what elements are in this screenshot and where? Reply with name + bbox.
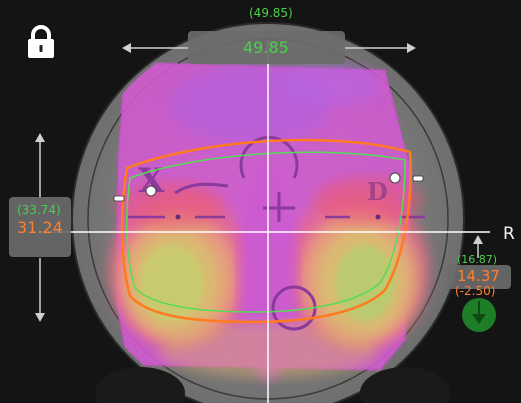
lock-button[interactable]: [24, 25, 58, 59]
right-value-main: 14.37: [457, 267, 500, 285]
left-ink-stroke: [174, 182, 229, 195]
width-dimension-arrows: [122, 43, 416, 53]
distance-reference-circle: [239, 135, 299, 179]
lock-icon: [28, 25, 54, 58]
right-value-small: (16.87): [457, 253, 498, 266]
frame-edge-handle-right[interactable]: [412, 175, 424, 182]
left-dimension-panel[interactable]: [9, 197, 71, 257]
frame-outline-green: [126, 151, 406, 313]
power-map: [108, 60, 430, 380]
top-value-main: 49.85: [243, 38, 289, 57]
lens-side-label: R: [503, 224, 515, 244]
pupil-marker-right[interactable]: [389, 172, 401, 184]
top-dimension-panel[interactable]: [188, 31, 345, 64]
alignment-dot-right: [375, 214, 381, 220]
right-height-dimension-arrows: [473, 235, 483, 258]
top-value-small: (49.85): [249, 6, 293, 20]
left-value-small: (33.74): [17, 203, 61, 217]
left-value-main: 31.24: [17, 218, 63, 237]
down-arrow-icon: [472, 301, 486, 324]
frame-outline-orange: [120, 138, 412, 324]
left-height-dimension-arrows: [35, 133, 45, 322]
right-dimension-panel[interactable]: [447, 265, 511, 289]
pupil-marker-left[interactable]: [145, 185, 157, 197]
frame-edge-handle-left[interactable]: [113, 195, 125, 202]
holder-clamp-left: [95, 367, 185, 403]
alignment-dot-left: [175, 214, 181, 220]
lens-mark-d: D: [367, 177, 388, 206]
right-value-delta: (-2.50): [455, 284, 496, 298]
holder-clamp-right: [360, 367, 450, 403]
